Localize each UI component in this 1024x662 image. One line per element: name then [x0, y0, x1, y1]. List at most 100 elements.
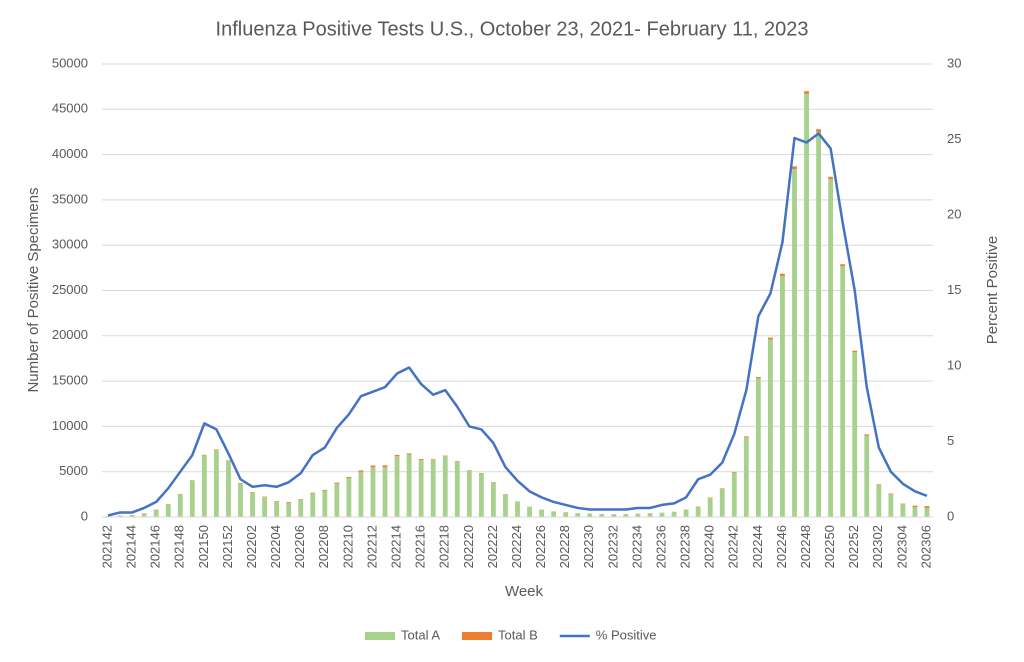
bar [418, 459, 424, 460]
bar [755, 378, 761, 517]
x-tick-label: 202146 [148, 525, 163, 568]
bar [322, 490, 328, 517]
bar [743, 437, 749, 517]
x-tick-label: 202250 [822, 525, 837, 568]
x-axis-title: Week [505, 583, 544, 600]
x-tick-label: 202302 [870, 525, 885, 568]
bar [334, 483, 340, 517]
x-tick-label: 202214 [389, 525, 404, 568]
y2-tick-label: 20 [947, 206, 961, 221]
bar [382, 465, 388, 468]
y-tick-label: 25000 [52, 282, 88, 297]
x-tick-label: 202244 [750, 525, 765, 568]
bar [286, 501, 292, 503]
bar [394, 456, 400, 517]
bar [322, 489, 328, 491]
bar [623, 514, 629, 517]
bar [214, 449, 219, 450]
bar [153, 509, 159, 517]
bar [780, 273, 785, 277]
bar [189, 480, 195, 517]
bar [466, 470, 472, 471]
x-tick-label: 202304 [894, 525, 909, 568]
bar [214, 449, 219, 517]
x-tick-label: 202220 [461, 525, 476, 568]
y2-tick-label: 15 [947, 282, 961, 297]
bar [358, 470, 364, 472]
x-tick-label: 202216 [413, 525, 428, 568]
bar [226, 460, 231, 461]
x-tick-label: 202248 [798, 525, 813, 568]
bar [876, 485, 882, 517]
y-tick-label: 40000 [52, 146, 88, 161]
bar [731, 472, 737, 517]
bar [527, 507, 532, 517]
bar [755, 377, 761, 379]
x-tick-label: 202212 [364, 525, 379, 568]
bar [695, 507, 701, 517]
bar [900, 504, 906, 517]
bar [659, 512, 665, 517]
bar [924, 507, 930, 517]
x-tick-label: 202218 [437, 525, 452, 568]
bar [286, 502, 292, 517]
x-tick-label: 202142 [99, 525, 114, 568]
y-tick-label: 30000 [52, 237, 88, 252]
bar [418, 459, 424, 517]
y-tick-label: 0 [81, 508, 88, 523]
bar [924, 506, 930, 508]
bar [201, 455, 207, 517]
chart-title: Influenza Positive Tests U.S., October 2… [216, 18, 809, 40]
y-tick-label: 50000 [52, 55, 88, 70]
x-tick-label: 202148 [172, 525, 187, 568]
bar [298, 499, 304, 517]
bar [804, 93, 809, 517]
y-tick-label: 45000 [52, 101, 88, 116]
y2-axis-title: Percent Positive [984, 236, 1001, 344]
bar [828, 176, 834, 180]
bar [731, 471, 737, 473]
x-tick-label: 202202 [244, 525, 259, 568]
bar [310, 492, 316, 494]
bar [454, 461, 460, 517]
bar [768, 337, 773, 340]
bar [442, 455, 448, 457]
bar [201, 454, 207, 456]
bar [346, 476, 352, 479]
x-tick-label: 202230 [581, 525, 596, 568]
bar [478, 473, 484, 517]
bar [563, 512, 569, 517]
x-tick-label: 202204 [268, 525, 283, 568]
bar [238, 483, 243, 517]
bar [406, 454, 412, 517]
bar [370, 467, 376, 517]
bar [587, 513, 593, 517]
line [107, 132, 928, 517]
bar [310, 493, 316, 517]
x-tick-label: 202246 [774, 525, 789, 568]
bar [792, 169, 797, 517]
x-tick-label: 202224 [509, 525, 524, 568]
bar [816, 131, 821, 517]
x-tick-label: 202238 [678, 525, 693, 568]
x-tick-label: 202144 [124, 525, 139, 568]
bar [430, 459, 436, 460]
bar [840, 264, 846, 267]
bar [298, 499, 304, 500]
y-tick-label: 35000 [52, 191, 88, 206]
bar [719, 488, 725, 517]
bar [466, 470, 472, 517]
bar [912, 505, 918, 508]
bar [358, 471, 364, 517]
bar [274, 501, 280, 517]
bar [888, 493, 894, 495]
x-tick-label: 202240 [702, 525, 717, 568]
bar [334, 482, 340, 484]
bar [743, 436, 749, 438]
bar [888, 494, 894, 517]
y-axis-title: Number of Positive Specimens [25, 187, 42, 392]
bar [683, 509, 689, 517]
y-tick-label: 20000 [52, 327, 88, 342]
bar [671, 512, 677, 517]
bar [177, 494, 183, 517]
